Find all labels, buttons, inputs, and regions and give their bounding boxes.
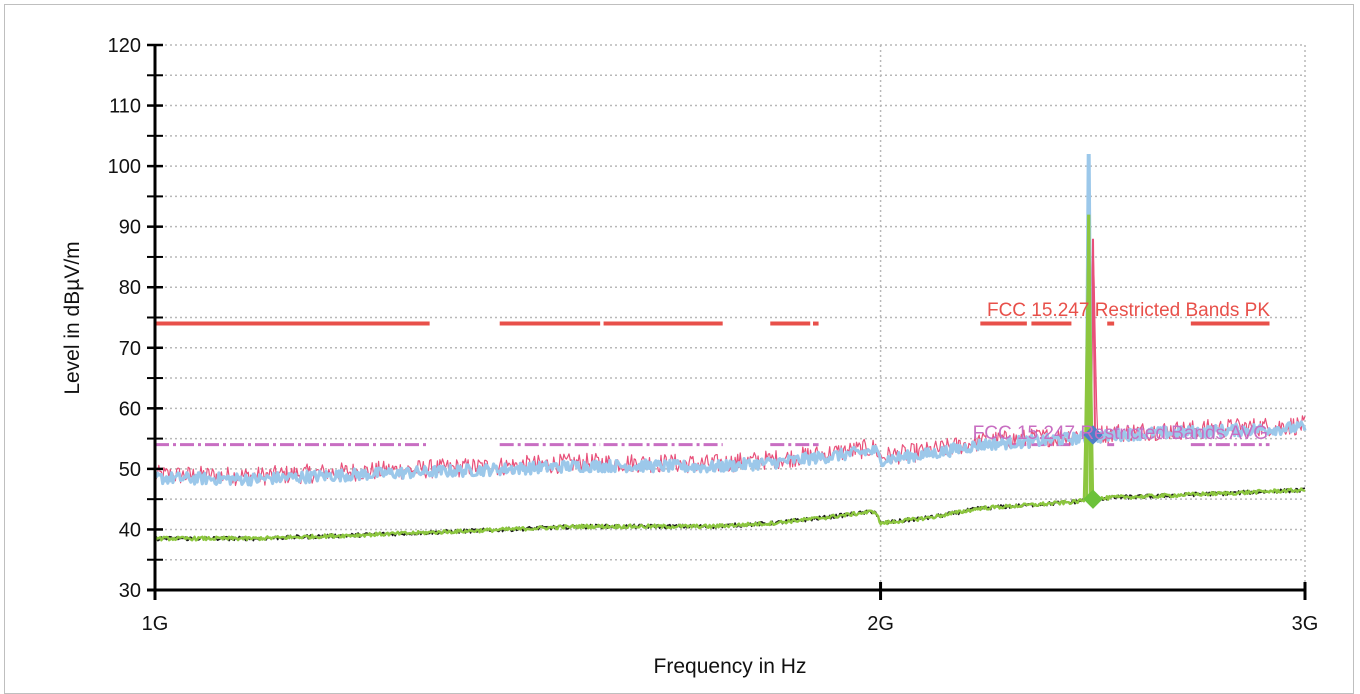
y-tick-label: 50 [119, 459, 141, 481]
x-tick-label: 3G [1292, 613, 1319, 635]
measurement-traces [153, 153, 1307, 542]
tick-labels: 30 40 50 60 70 80 90 100 110 120 1G 2G 3G [108, 35, 1319, 635]
measurement-markers [1083, 425, 1103, 509]
x-axis-title: Frequency in Hz [654, 655, 807, 678]
x-tick-label: 2G [867, 613, 894, 635]
y-tick-label: 70 [119, 338, 141, 360]
y-tick-label: 100 [108, 156, 141, 178]
axes [147, 43, 1307, 600]
y-tick-label: 40 [119, 519, 141, 541]
trace-1 [153, 201, 1307, 487]
y-tick-label: 90 [119, 217, 141, 239]
grid-lines [155, 44, 1306, 590]
y-tick-label: 60 [119, 398, 141, 420]
x-tick-label: 1G [142, 613, 169, 635]
trace-spike-3 [1085, 214, 1093, 501]
limit-label-pk: FCC 15.247 Restricted Bands PK [987, 300, 1270, 321]
y-tick-label: 30 [119, 580, 141, 602]
y-tick-label: 110 [109, 96, 141, 118]
y-tick-label: 120 [108, 35, 141, 57]
trace-3 [154, 237, 1306, 542]
limit-lines [155, 321, 1270, 447]
trace-0 [154, 241, 1306, 487]
marker-diamond-1 [1083, 489, 1103, 509]
marker-diamond-0 [1083, 425, 1103, 445]
y-tick-label: 80 [119, 277, 141, 299]
y-axis-title: Level in dBµV/m [61, 241, 84, 394]
limit-label-avg: FCC 15.247 Restricted Bands AVG [973, 423, 1268, 444]
